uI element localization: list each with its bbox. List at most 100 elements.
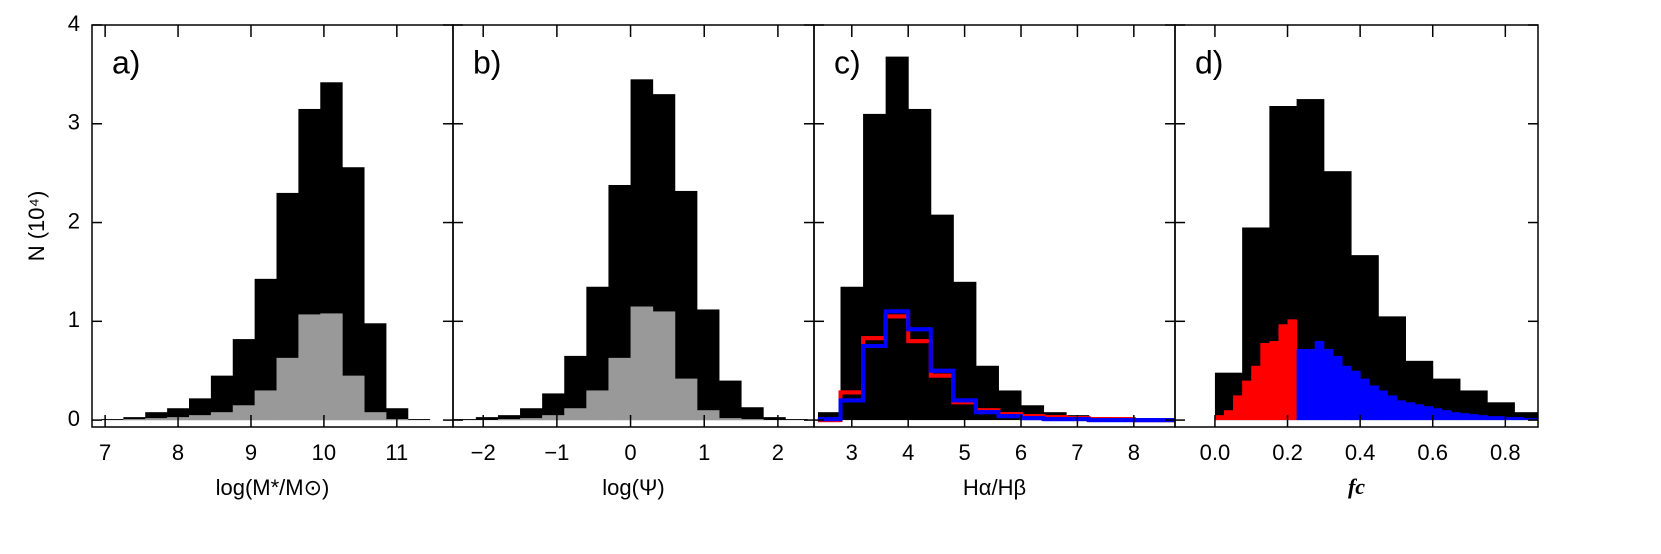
histogram-bar bbox=[210, 375, 234, 421]
plot-area bbox=[1214, 99, 1538, 421]
histogram-bar bbox=[342, 167, 365, 421]
histogram-bar bbox=[840, 286, 864, 421]
histogram-bar bbox=[1396, 400, 1407, 421]
y-tick-label: 3 bbox=[68, 110, 80, 135]
histogram-bar bbox=[696, 410, 720, 421]
histogram-bar bbox=[123, 419, 146, 421]
x-tick-label: 2 bbox=[772, 440, 784, 465]
histogram-bar bbox=[1478, 415, 1488, 421]
histogram-bar bbox=[1432, 408, 1443, 421]
histogram-bar bbox=[817, 412, 842, 421]
histogram-bar bbox=[475, 417, 499, 421]
histogram-bar bbox=[542, 415, 565, 421]
histogram-bar bbox=[123, 417, 146, 421]
x-tick-label: 11 bbox=[385, 440, 408, 465]
histogram-bar bbox=[975, 365, 999, 421]
histogram-bar bbox=[1441, 410, 1452, 421]
histogram-bar bbox=[1414, 404, 1425, 421]
histogram-bar bbox=[453, 419, 477, 421]
x-tick-label: 1 bbox=[698, 440, 710, 465]
histogram-bar bbox=[785, 419, 808, 421]
histogram-bar bbox=[1224, 410, 1234, 421]
histogram-bar bbox=[188, 398, 212, 421]
histogram-bar bbox=[145, 418, 168, 421]
histogram-bar bbox=[1260, 343, 1270, 421]
histogram-bar bbox=[364, 323, 387, 421]
histogram-bar bbox=[1496, 416, 1506, 421]
histogram-bar bbox=[885, 56, 909, 421]
histogram-bar bbox=[1378, 390, 1388, 421]
histogram-bar bbox=[101, 419, 124, 421]
histogram-bar bbox=[1532, 418, 1538, 421]
histogram-bar bbox=[741, 419, 764, 421]
x-tick-label: 7 bbox=[1071, 440, 1083, 465]
histogram-bar bbox=[232, 339, 256, 421]
histogram-bar bbox=[1450, 412, 1461, 421]
histogram-bar bbox=[276, 357, 299, 421]
histogram-bar bbox=[1514, 412, 1538, 421]
histogram-bar bbox=[167, 408, 190, 421]
panel-label: c) bbox=[834, 44, 861, 80]
plot-area bbox=[453, 79, 808, 421]
histogram-bar bbox=[1487, 416, 1497, 421]
x-tick-label: −2 bbox=[471, 440, 496, 465]
histogram-bar bbox=[930, 214, 954, 421]
histogram-bar bbox=[342, 375, 365, 421]
histogram-bar bbox=[1459, 413, 1470, 421]
histogram-bar bbox=[1387, 395, 1397, 421]
x-tick-label: 4 bbox=[902, 440, 914, 465]
x-tick-label: 8 bbox=[172, 440, 184, 465]
x-tick-label: 0.4 bbox=[1345, 440, 1376, 465]
histogram-bar bbox=[741, 407, 764, 421]
histogram-bar bbox=[1278, 324, 1289, 421]
x-axis-label: log(Ψ) bbox=[602, 475, 664, 500]
step-outline bbox=[817, 309, 1175, 423]
histogram-bar bbox=[908, 108, 932, 421]
histogram-bar bbox=[696, 309, 720, 421]
histogram-bar bbox=[254, 390, 278, 421]
x-tick-label: 3 bbox=[846, 440, 858, 465]
y-tick-label: 1 bbox=[68, 307, 80, 332]
plot-frame bbox=[1174, 24, 1539, 428]
histogram-bar bbox=[1505, 417, 1515, 421]
histogram-bar bbox=[674, 378, 698, 421]
plot-area bbox=[817, 56, 1175, 423]
histogram-bar bbox=[1214, 415, 1225, 421]
histogram-bar bbox=[1360, 378, 1370, 421]
histogram-bar bbox=[1323, 348, 1334, 421]
histogram-bar bbox=[1242, 380, 1252, 421]
x-tick-label: 7 bbox=[99, 440, 111, 465]
panel-label: d) bbox=[1195, 44, 1223, 80]
histogram-bar bbox=[364, 412, 387, 421]
histogram-bar bbox=[652, 311, 676, 421]
x-tick-label: 9 bbox=[245, 440, 257, 465]
histogram-bar bbox=[1469, 414, 1479, 421]
histogram-bar bbox=[1314, 341, 1325, 421]
x-tick-label: 10 bbox=[312, 440, 336, 465]
histogram-bar bbox=[320, 313, 343, 421]
histogram-bar bbox=[542, 393, 565, 421]
x-tick-label: 6 bbox=[1015, 440, 1027, 465]
y-tick-label: 0 bbox=[68, 406, 80, 431]
histogram-bar bbox=[497, 415, 521, 421]
histogram-bar bbox=[188, 415, 212, 421]
histogram-bar bbox=[630, 306, 654, 421]
histogram-bar bbox=[145, 412, 168, 421]
histogram-bar bbox=[953, 281, 977, 421]
plot-area bbox=[101, 82, 431, 421]
y-tick-label: 2 bbox=[68, 208, 80, 233]
histogram-bar bbox=[407, 419, 431, 421]
histogram-bar bbox=[586, 286, 609, 421]
histogram-bar bbox=[1305, 348, 1316, 421]
panel-label: a) bbox=[112, 44, 140, 80]
y-axis-label: N (10⁴) bbox=[24, 191, 49, 262]
histogram-bar bbox=[1341, 365, 1352, 421]
x-tick-label: 0.6 bbox=[1417, 440, 1448, 465]
histogram-bar bbox=[520, 418, 543, 421]
histogram-bar bbox=[254, 278, 278, 421]
x-tick-label: 0 bbox=[624, 440, 636, 465]
histogram-bar bbox=[385, 408, 409, 421]
histogram-bar bbox=[586, 390, 609, 421]
histogram-bar bbox=[497, 419, 521, 421]
histogram-bar bbox=[1233, 395, 1243, 421]
